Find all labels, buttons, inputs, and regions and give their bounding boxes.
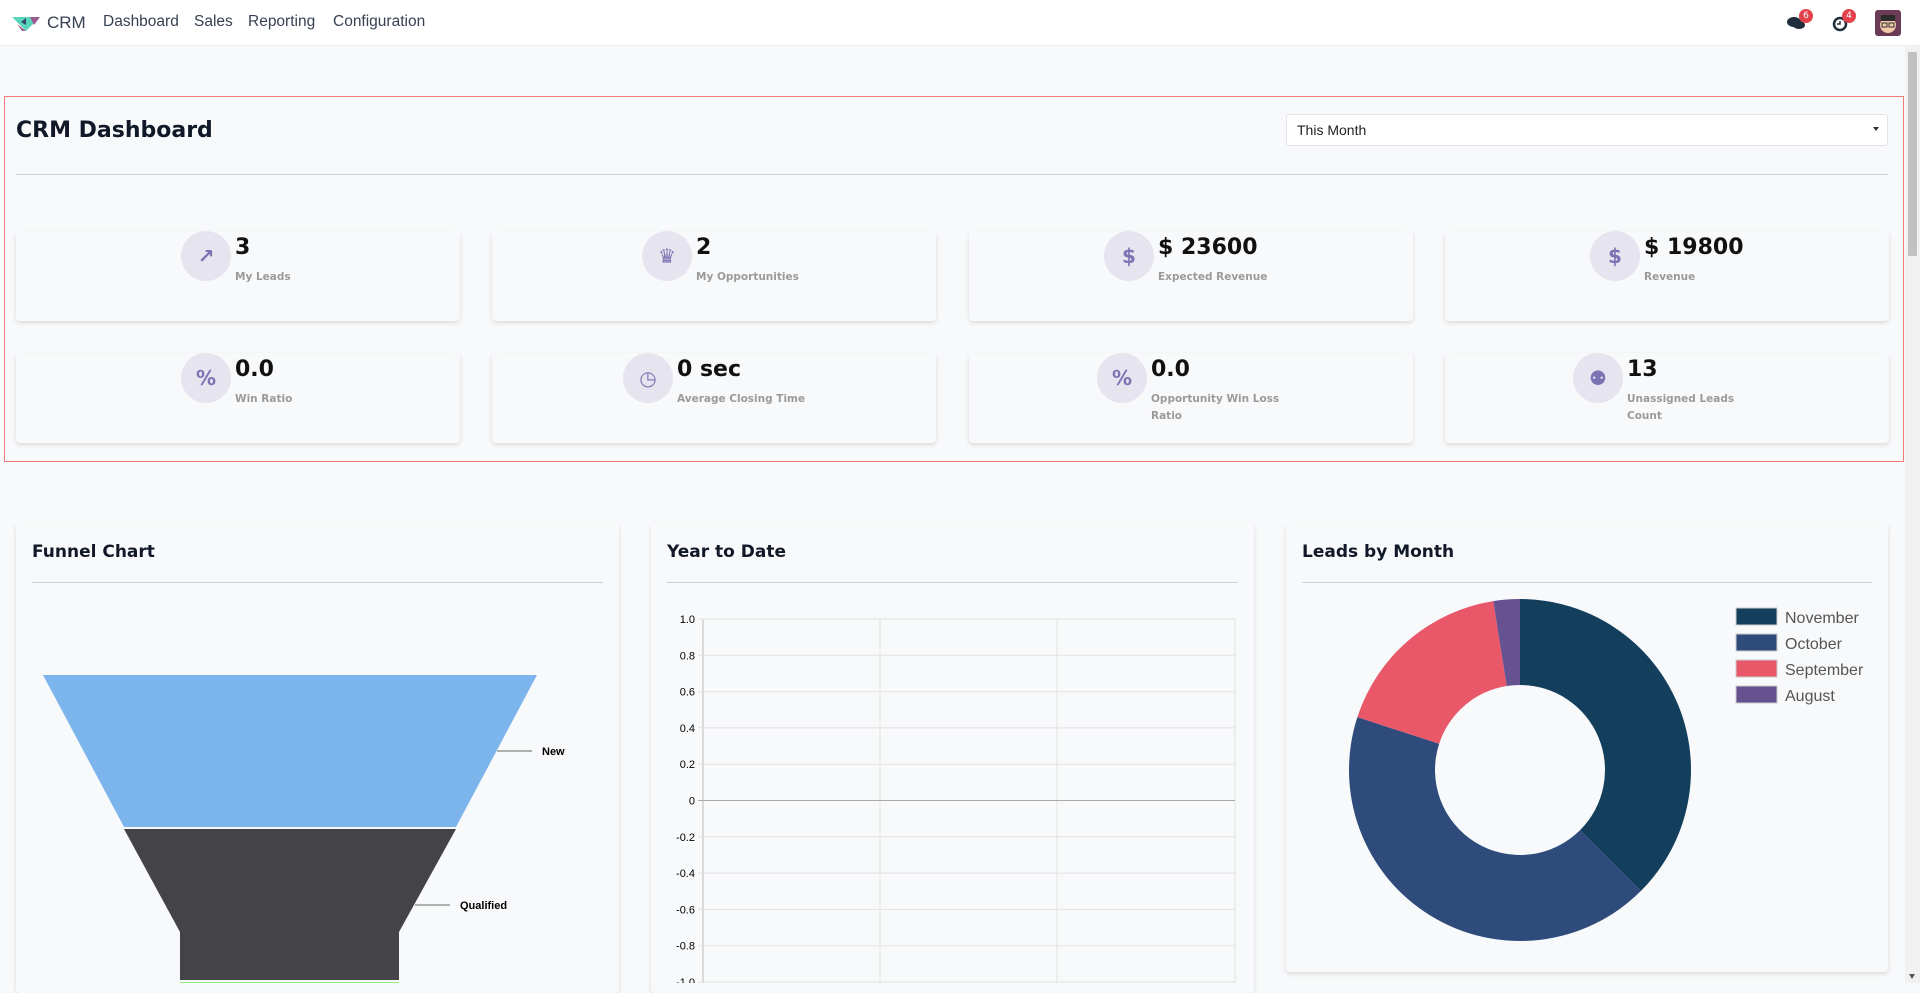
leads-by-month-title: Leads by Month [1302, 542, 1455, 562]
y-tick-label: 1.0 [680, 614, 695, 626]
kpi-card[interactable]: $ $ 23600 Expected Revenue [969, 231, 1413, 321]
activities-button[interactable]: 4 [1832, 9, 1856, 36]
kpi-label: Revenue [1644, 271, 1696, 283]
y-tick-label: 0 [689, 796, 695, 808]
kpi-card[interactable]: $ $ 19800 Revenue [1445, 231, 1889, 321]
kpi-label: Average Closing Time [677, 393, 806, 405]
dollar-icon: $ [1590, 231, 1640, 281]
kpi-label: Opportunity Win Loss Ratio [1151, 393, 1280, 422]
dollar-icon: $ [1104, 231, 1154, 281]
kpi-value: 0.0 [1151, 357, 1190, 382]
period-select-value: This Month [1297, 122, 1367, 138]
donut-slice[interactable] [1357, 601, 1507, 744]
chart-line-icon: ↗ [181, 231, 231, 281]
menu-reporting[interactable]: Reporting [248, 13, 316, 30]
kpi-card[interactable]: ↗ 3 My Leads [16, 231, 460, 321]
kpi-value: 3 [235, 235, 251, 260]
kpi-card[interactable]: % 0.0 Win Ratio [16, 353, 460, 443]
year-to-date-chart: 1.0 0.8 0.6 0.4 0.2 0 -0.2 -0.4 -0.6 -0.8 -1.0 [676, 614, 1236, 983]
scrollbar[interactable] [1905, 46, 1920, 983]
legend-swatch [1735, 633, 1778, 652]
y-tick-label: -0.8 [676, 941, 695, 953]
menu-configuration[interactable]: Configuration [333, 13, 426, 30]
activities-badge: 4 [1842, 9, 1856, 23]
funnel-label: New [542, 746, 565, 758]
kpi-label: My Opportunities [696, 271, 799, 283]
donut-slice[interactable] [1493, 599, 1520, 687]
app-name[interactable]: CRM [47, 13, 86, 32]
legend-swatch [1735, 607, 1778, 626]
page-title: CRM Dashboard [16, 118, 213, 143]
top-navbar: CRM Dashboard Sales Reporting Configurat… [0, 0, 1920, 46]
clock-icon [1832, 16, 1848, 32]
clock-icon: ◷ [623, 353, 673, 403]
funnel-chart-title: Funnel Chart [32, 542, 155, 562]
percent-icon: % [181, 353, 231, 403]
menu-dashboard[interactable]: Dashboard [103, 13, 179, 30]
y-tick-label: 0.8 [680, 650, 695, 662]
divider [1302, 582, 1872, 583]
legend-label[interactable]: August [1785, 688, 1835, 705]
funnel-stage[interactable] [124, 829, 456, 980]
donut-slice[interactable] [1520, 599, 1691, 891]
y-tick-label: -0.2 [676, 832, 695, 844]
user-avatar[interactable] [1875, 10, 1901, 36]
donut-slice[interactable] [1349, 717, 1641, 941]
kpi-label: Win Ratio [235, 393, 293, 405]
legend-swatch [1735, 685, 1778, 704]
y-tick-label: 0.4 [680, 723, 695, 735]
scroll-down-arrow[interactable] [1909, 974, 1915, 979]
y-tick-label: -0.4 [676, 868, 695, 880]
y-tick-label: -0.6 [676, 904, 695, 916]
kpi-card[interactable]: % 0.0 Opportunity Win Loss Ratio [969, 353, 1413, 443]
divider [667, 582, 1238, 583]
kpi-value: 2 [696, 235, 712, 260]
chevron-down-icon [1873, 127, 1879, 131]
percent-icon: % [1097, 353, 1147, 403]
legend-swatch [1735, 659, 1778, 678]
chat-icon [1787, 17, 1805, 29]
kpi-value: 0 sec [677, 357, 742, 382]
kpi-label: Expected Revenue [1158, 271, 1268, 283]
funnel-stage[interactable] [43, 675, 537, 827]
kpi-card[interactable]: ◷ 0 sec Average Closing Time [492, 353, 936, 443]
user-x-icon: ⚉ [1573, 353, 1623, 403]
kpi-card[interactable]: ♛ 2 My Opportunities [492, 231, 936, 321]
year-to-date-card [651, 523, 1254, 993]
funnel-chart: New Qualified [43, 675, 565, 983]
kpi-label: My Leads [235, 271, 291, 283]
messages-button[interactable]: 6 [1786, 9, 1813, 36]
legend-label[interactable]: September [1785, 662, 1864, 679]
menu-sales[interactable]: Sales [194, 13, 233, 30]
kpi-value: $ 23600 [1158, 235, 1258, 260]
y-tick-label: -1.0 [676, 977, 695, 983]
kpi-value: 0.0 [235, 357, 274, 382]
divider [32, 582, 603, 583]
trophy-icon: ♛ [642, 231, 692, 281]
kpi-card[interactable]: ⚉ 13 Unassigned Leads Count [1445, 353, 1889, 443]
kpi-value: 13 [1627, 357, 1658, 382]
y-tick-label: 0.6 [680, 687, 695, 699]
crm-logo-icon[interactable] [12, 15, 40, 32]
messages-badge: 6 [1799, 9, 1813, 23]
kpi-value: $ 19800 [1644, 235, 1744, 260]
divider [16, 174, 1888, 175]
dashboard-header-section [4, 96, 1904, 462]
legend-label[interactable]: November [1785, 610, 1859, 627]
period-select[interactable]: This Month [1286, 114, 1888, 146]
leads-by-month-chart: November October September August [1349, 599, 1864, 941]
year-to-date-title: Year to Date [667, 542, 787, 562]
y-tick-label: 0.2 [680, 759, 695, 771]
legend-label[interactable]: October [1785, 636, 1843, 653]
kpi-label: Unassigned Leads Count [1627, 393, 1735, 422]
scrollbar-thumb[interactable] [1908, 52, 1917, 256]
funnel-label: Qualified [460, 900, 507, 912]
